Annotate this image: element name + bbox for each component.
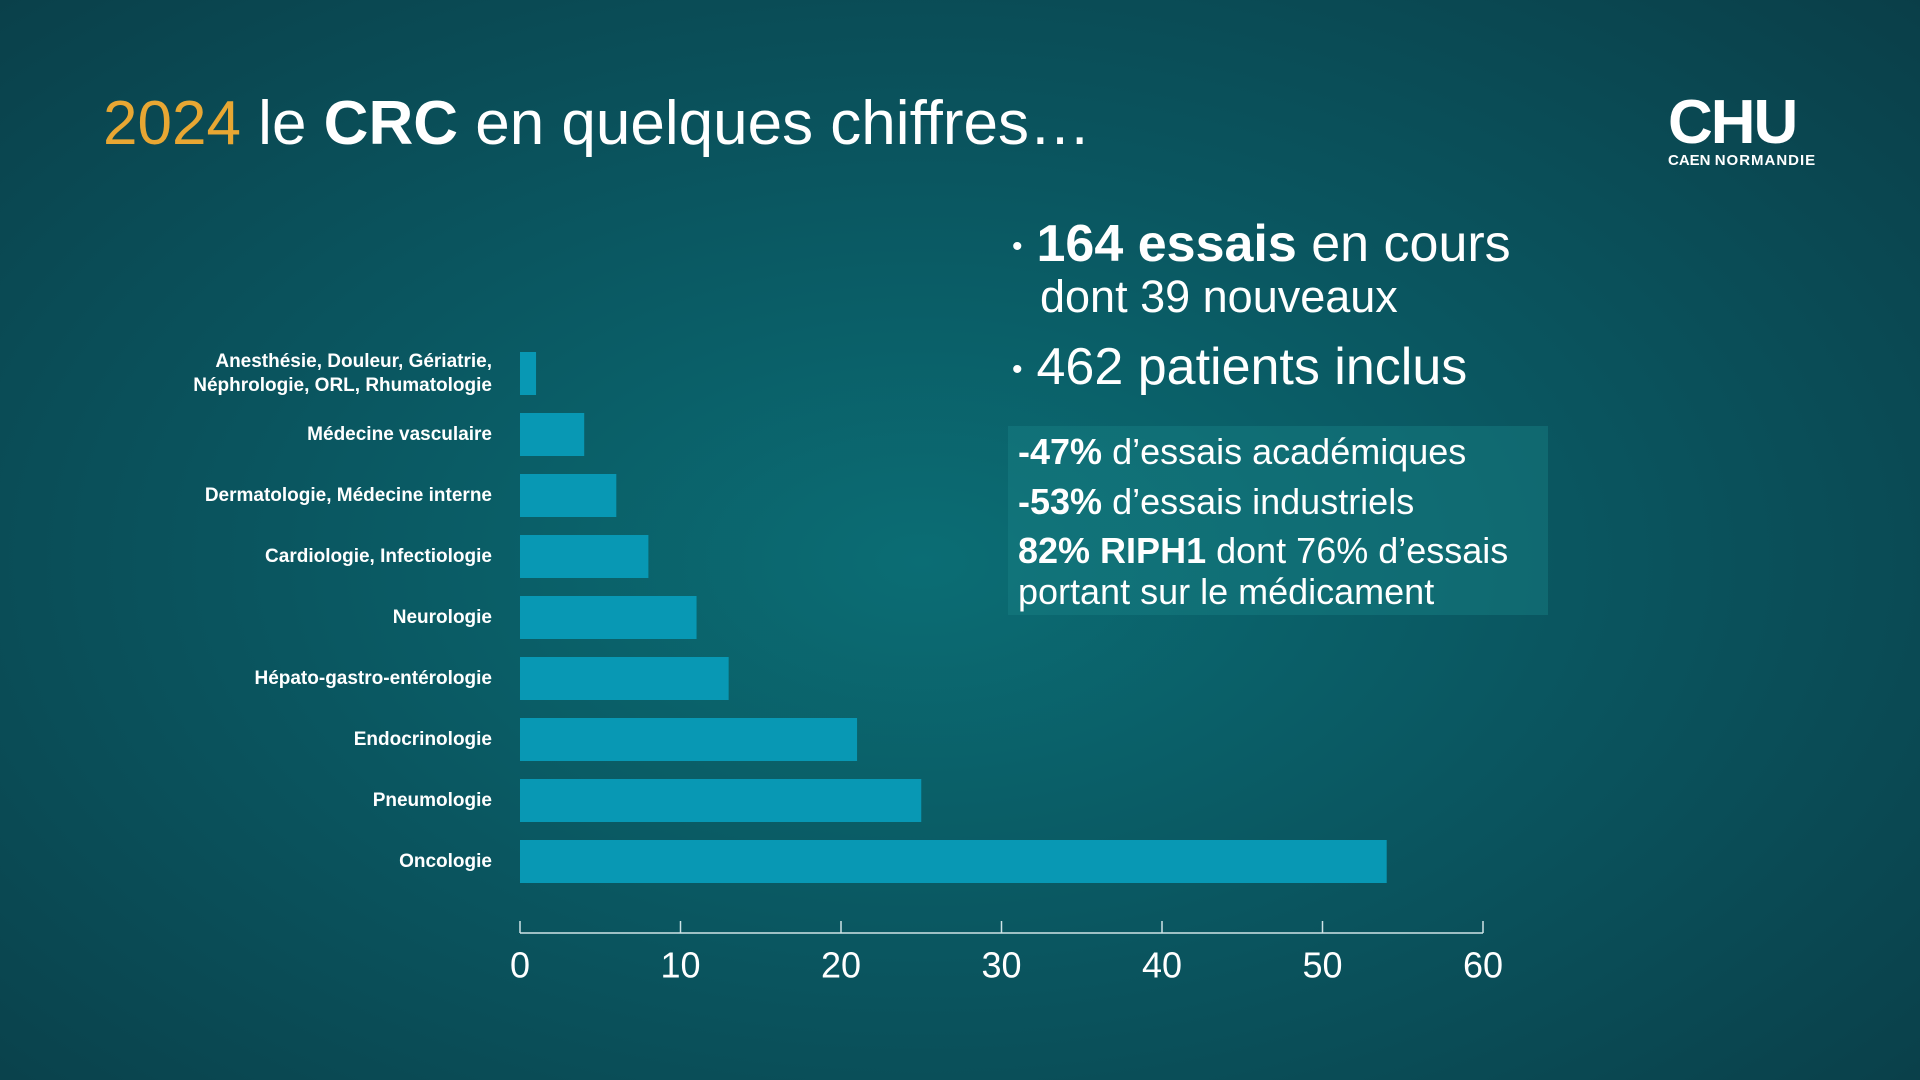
- bar: [520, 474, 617, 517]
- x-tick-label: 50: [1302, 945, 1342, 986]
- y-tick-label: Pneumologie: [372, 789, 492, 811]
- stat-bold: 164 essais: [1036, 215, 1297, 273]
- logo-mark: CHU: [1668, 88, 1798, 157]
- title-year: 2024: [103, 89, 241, 158]
- title-text: le: [258, 89, 307, 158]
- highlight-text: dont 76% d’essais: [1216, 530, 1509, 571]
- x-tick-label: 0: [510, 945, 530, 986]
- y-tick-label: Cardiologie, Infectiologie: [265, 545, 492, 567]
- title-text: en quelques chiffres…: [475, 89, 1092, 158]
- highlight: -53% d’essais industriels: [1018, 481, 1414, 523]
- y-tick-label: Oncologie: [399, 850, 492, 872]
- stat-text: en cours: [1311, 215, 1511, 273]
- logo: CHU CAEN NORMANDIE: [1668, 92, 1828, 174]
- highlight: -47% d’essais académiques: [1018, 431, 1466, 473]
- highlight-bold: 82% RIPH1: [1018, 530, 1207, 571]
- highlight-bold: -53%: [1018, 481, 1103, 522]
- bullet-dot: •: [1012, 353, 1023, 387]
- stat-bullet: • 164 essais en cours: [1012, 214, 1511, 274]
- bar: [520, 779, 922, 822]
- x-tick-label: 20: [821, 945, 861, 986]
- x-tick-label: 10: [660, 945, 700, 986]
- stat-sub: dont 39 nouveaux: [1040, 271, 1398, 322]
- x-tick-label: 30: [981, 945, 1021, 986]
- highlight-text: d’essais industriels: [1112, 481, 1415, 522]
- highlight-text: d’essais académiques: [1112, 431, 1467, 472]
- stat-text: 462 patients inclus: [1036, 338, 1468, 396]
- x-tick-label: 40: [1142, 945, 1182, 986]
- title-bold: CRC: [323, 89, 458, 158]
- stat-bullet: • 462 patients inclus: [1012, 337, 1467, 397]
- bar: [520, 413, 585, 456]
- slide-title: 2024 le CRC en quelques chiffres…: [103, 88, 1091, 159]
- y-tick-label: Anesthésie, Douleur, Gériatrie, Néphrolo…: [193, 350, 492, 396]
- x-tick-label: 60: [1463, 945, 1503, 986]
- logo-region: NORMANDIE: [1714, 152, 1817, 169]
- bar: [520, 352, 537, 395]
- y-tick-label: Neurologie: [392, 606, 492, 628]
- highlight-box: [1008, 426, 1548, 615]
- bar: [520, 840, 1387, 883]
- bar: [520, 718, 858, 761]
- y-tick-label: Hépato-gastro-entérologie: [254, 667, 492, 689]
- bar: [520, 657, 729, 700]
- y-tick-label: Médecine vasculaire: [307, 423, 492, 445]
- bullet-dot: •: [1012, 230, 1023, 264]
- y-tick-label: Dermatologie, Médecine interne: [204, 484, 492, 506]
- highlight: 82% RIPH1 dont 76% d’essais: [1018, 530, 1508, 572]
- logo-city: CAEN: [1668, 152, 1711, 169]
- highlight-bold: -47%: [1018, 431, 1103, 472]
- bar: [520, 596, 697, 639]
- logo-subtitle: CAEN NORMANDIE: [1668, 152, 1828, 169]
- highlight-sub: portant sur le médicament: [1018, 571, 1435, 612]
- bar: [520, 535, 649, 578]
- y-tick-label: Endocrinologie: [353, 728, 492, 750]
